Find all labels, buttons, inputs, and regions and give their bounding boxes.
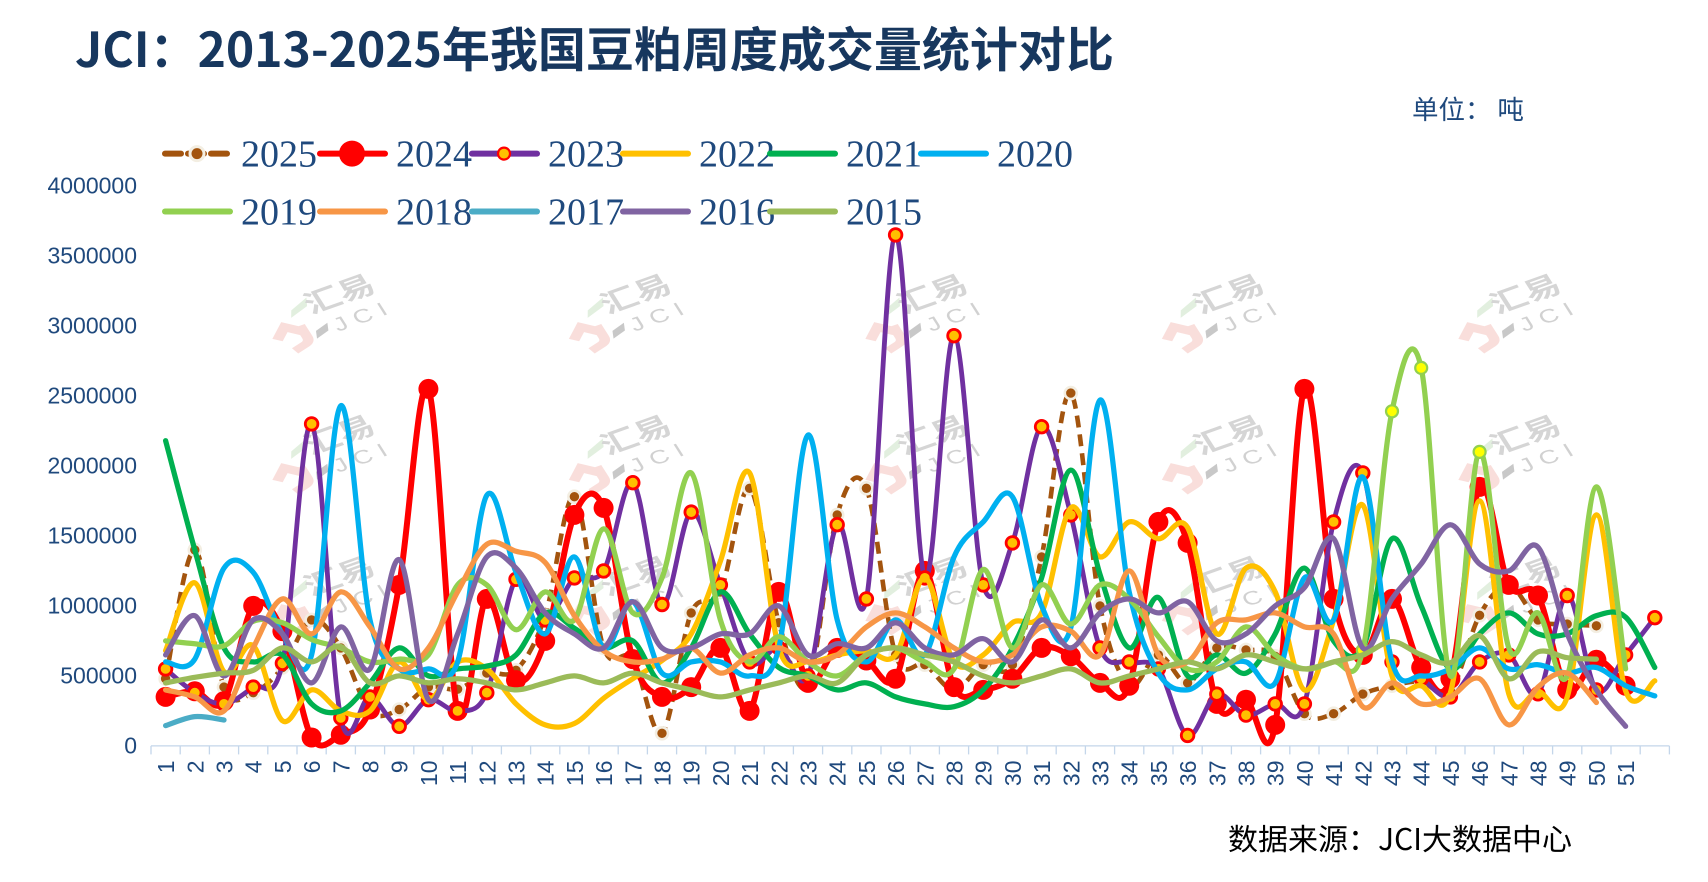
svg-text:46: 46 xyxy=(1467,761,1493,787)
svg-text:26: 26 xyxy=(883,761,909,787)
svg-text:48: 48 xyxy=(1526,761,1552,787)
svg-text:50: 50 xyxy=(1584,761,1610,787)
svg-text:18: 18 xyxy=(650,761,676,787)
svg-text:39: 39 xyxy=(1263,761,1289,787)
svg-text:1500000: 1500000 xyxy=(47,522,137,548)
svg-text:4000000: 4000000 xyxy=(47,172,137,198)
svg-text:43: 43 xyxy=(1380,761,1406,787)
svg-text:11: 11 xyxy=(445,761,471,785)
svg-text:28: 28 xyxy=(942,761,968,787)
svg-text:2025: 2025 xyxy=(241,134,317,176)
svg-text:31: 31 xyxy=(1029,761,1055,787)
svg-text:44: 44 xyxy=(1409,760,1435,786)
svg-text:32: 32 xyxy=(1058,761,1084,787)
svg-text:2: 2 xyxy=(182,761,208,774)
svg-text:37: 37 xyxy=(1204,761,1230,787)
svg-text:30: 30 xyxy=(1000,761,1026,787)
svg-text:1: 1 xyxy=(153,761,179,774)
svg-text:2022: 2022 xyxy=(699,134,775,176)
svg-text:36: 36 xyxy=(1175,761,1201,787)
svg-text:25: 25 xyxy=(854,761,880,787)
svg-text:45: 45 xyxy=(1438,761,1464,787)
svg-text:0: 0 xyxy=(124,732,137,758)
svg-text:4: 4 xyxy=(241,760,267,773)
svg-text:27: 27 xyxy=(912,761,938,787)
svg-text:14: 14 xyxy=(533,760,559,786)
svg-text:47: 47 xyxy=(1496,761,1522,787)
svg-text:500000: 500000 xyxy=(60,662,137,688)
svg-text:10: 10 xyxy=(416,761,442,787)
svg-text:2021: 2021 xyxy=(846,134,922,176)
svg-text:49: 49 xyxy=(1555,761,1581,787)
svg-text:2000000: 2000000 xyxy=(47,452,137,478)
svg-text:23: 23 xyxy=(796,761,822,787)
svg-text:42: 42 xyxy=(1350,761,1376,787)
svg-text:2023: 2023 xyxy=(548,134,624,176)
svg-text:1000000: 1000000 xyxy=(47,592,137,618)
svg-text:16: 16 xyxy=(591,761,617,787)
svg-text:2018: 2018 xyxy=(396,192,472,234)
svg-text:19: 19 xyxy=(679,761,705,787)
svg-text:40: 40 xyxy=(1292,761,1318,787)
svg-text:21: 21 xyxy=(737,761,763,787)
svg-text:20: 20 xyxy=(708,761,734,787)
svg-text:38: 38 xyxy=(1234,761,1260,787)
svg-text:2017: 2017 xyxy=(548,192,624,234)
svg-text:2500000: 2500000 xyxy=(47,382,137,408)
svg-text:5: 5 xyxy=(270,761,296,774)
svg-text:17: 17 xyxy=(620,761,646,787)
svg-text:2020: 2020 xyxy=(997,134,1073,176)
svg-text:3: 3 xyxy=(212,761,238,774)
svg-text:13: 13 xyxy=(504,761,530,787)
svg-text:2016: 2016 xyxy=(699,192,775,234)
svg-text:22: 22 xyxy=(766,761,792,787)
svg-text:9: 9 xyxy=(387,761,413,774)
svg-text:6: 6 xyxy=(299,761,325,774)
svg-text:33: 33 xyxy=(1088,761,1114,787)
svg-text:24: 24 xyxy=(825,760,851,786)
svg-text:15: 15 xyxy=(562,761,588,787)
svg-text:2019: 2019 xyxy=(241,192,317,234)
svg-text:7: 7 xyxy=(328,761,354,774)
svg-text:29: 29 xyxy=(971,761,997,787)
svg-text:12: 12 xyxy=(474,761,500,787)
svg-text:8: 8 xyxy=(358,761,384,774)
svg-text:2015: 2015 xyxy=(846,192,922,234)
svg-text:2024: 2024 xyxy=(396,134,472,176)
svg-text:34: 34 xyxy=(1117,760,1143,786)
svg-text:35: 35 xyxy=(1146,761,1172,787)
svg-text:51: 51 xyxy=(1613,761,1639,787)
svg-text:3000000: 3000000 xyxy=(47,312,137,338)
svg-text:41: 41 xyxy=(1321,761,1347,787)
svg-text:3500000: 3500000 xyxy=(47,242,137,268)
